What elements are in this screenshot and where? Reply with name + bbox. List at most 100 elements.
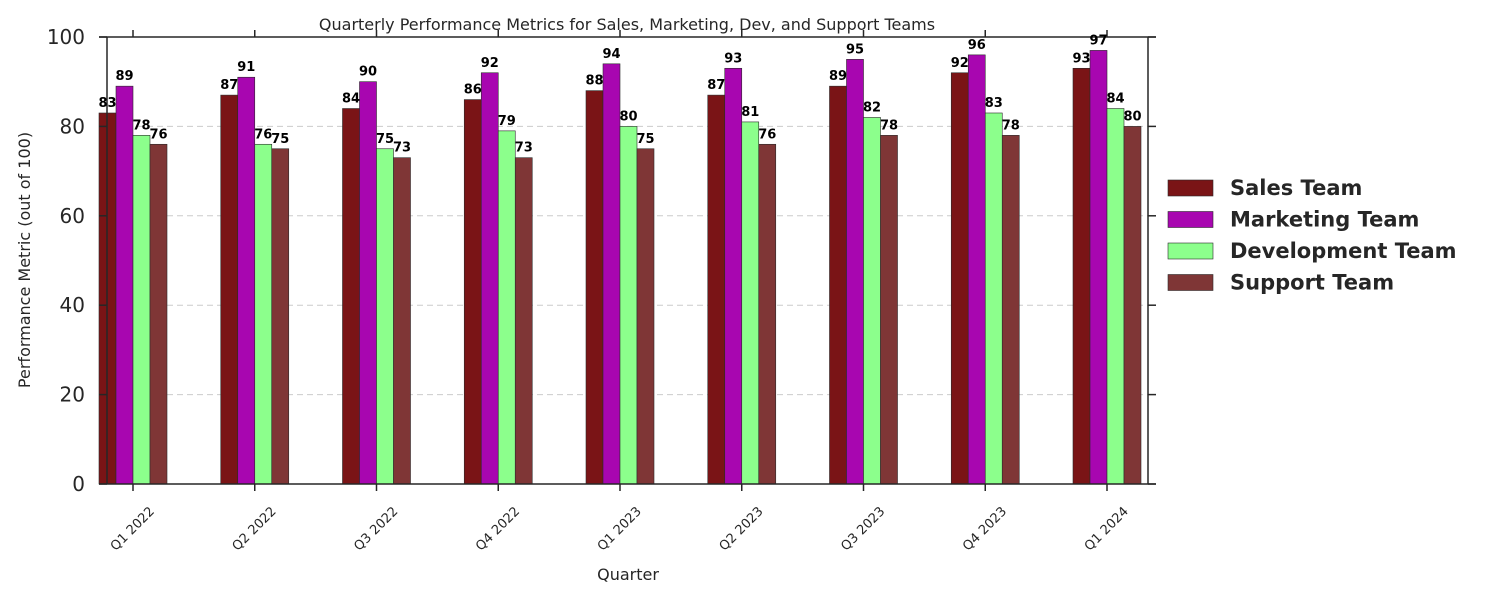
data-label: 84 bbox=[1106, 92, 1124, 107]
x-tick-label: Q4 2022 bbox=[473, 504, 523, 554]
y-tick-label: 60 bbox=[60, 204, 85, 228]
bar-marketing-team-8 bbox=[1089, 50, 1108, 485]
bar-development-team-0 bbox=[132, 135, 151, 485]
x-tick-label: Q2 2023 bbox=[717, 504, 767, 554]
data-label: 84 bbox=[342, 92, 360, 107]
bar-sales-team-8 bbox=[1072, 67, 1091, 485]
bar-support-team-5 bbox=[758, 143, 777, 485]
data-label: 78 bbox=[1002, 118, 1020, 133]
bar-support-team-3 bbox=[514, 157, 533, 485]
legend-label: Development Team bbox=[1230, 239, 1457, 263]
data-label: 78 bbox=[132, 118, 150, 133]
legend-label: Marketing Team bbox=[1230, 208, 1419, 232]
legend-swatch-sales-team bbox=[1167, 179, 1214, 197]
y-tick-label: 80 bbox=[60, 114, 85, 138]
legend-swatch-support-team bbox=[1167, 274, 1214, 291]
y-axis-label: Performance Metric (out of 100) bbox=[15, 132, 34, 388]
bar-marketing-team-4 bbox=[602, 63, 621, 485]
bar-development-team-2 bbox=[376, 148, 394, 485]
data-label: 83 bbox=[98, 96, 116, 111]
data-label: 95 bbox=[846, 42, 864, 57]
bar-development-team-5 bbox=[741, 121, 760, 485]
y-tick-label: 40 bbox=[60, 293, 85, 317]
data-label: 89 bbox=[829, 69, 847, 84]
legend-swatch-marketing-team bbox=[1167, 211, 1214, 228]
chart-title: Quarterly Performance Metrics for Sales,… bbox=[319, 15, 935, 34]
bar-development-team-8 bbox=[1106, 108, 1125, 485]
data-label: 91 bbox=[237, 60, 255, 75]
legend-label: Sales Team bbox=[1230, 176, 1362, 200]
data-label: 80 bbox=[619, 109, 637, 124]
x-axis-label: Quarter bbox=[597, 565, 659, 584]
data-label: 86 bbox=[464, 83, 482, 98]
data-label: 75 bbox=[636, 132, 654, 147]
x-tick-label: Q1 2023 bbox=[595, 504, 645, 554]
data-label: 88 bbox=[585, 74, 603, 89]
bar-sales-team-4 bbox=[585, 90, 604, 485]
data-label: 90 bbox=[359, 65, 377, 80]
x-tick-label: Q3 2022 bbox=[351, 504, 401, 554]
y-tick-label: 100 bbox=[47, 25, 85, 49]
data-label: 92 bbox=[481, 56, 499, 71]
data-label: 87 bbox=[220, 78, 238, 93]
data-label: 75 bbox=[376, 132, 394, 147]
x-tick-label: Q1 2024 bbox=[1082, 504, 1132, 554]
data-label: 87 bbox=[707, 78, 725, 93]
x-tick-label: Q4 2023 bbox=[960, 504, 1010, 554]
bar-sales-team-7 bbox=[950, 72, 969, 485]
data-label: 96 bbox=[968, 38, 986, 53]
data-label: 76 bbox=[254, 127, 272, 142]
y-tick-label: 0 bbox=[72, 472, 85, 496]
bar-sales-team-2 bbox=[342, 108, 360, 485]
legend: Sales Team Marketing Team Development Team… bbox=[1167, 176, 1457, 295]
bars-layer bbox=[98, 50, 1142, 485]
bar-marketing-team-0 bbox=[115, 85, 134, 485]
data-label: 75 bbox=[271, 132, 289, 147]
data-label: 79 bbox=[498, 114, 516, 129]
data-label: 80 bbox=[1123, 109, 1141, 124]
data-label: 76 bbox=[758, 127, 776, 142]
bar-support-team-4 bbox=[636, 148, 655, 485]
data-label: 94 bbox=[602, 47, 620, 62]
bar-marketing-team-5 bbox=[724, 67, 743, 485]
bar-marketing-team-6 bbox=[846, 59, 864, 485]
bar-development-team-3 bbox=[497, 130, 516, 485]
bar-marketing-team-3 bbox=[480, 72, 499, 485]
x-tick-label: Q1 2022 bbox=[108, 504, 158, 554]
data-label: 73 bbox=[393, 141, 411, 156]
data-label: 76 bbox=[149, 127, 167, 142]
bar-support-team-0 bbox=[149, 143, 168, 485]
data-label: 78 bbox=[880, 118, 898, 133]
bar-marketing-team-1 bbox=[237, 76, 256, 485]
bar-sales-team-5 bbox=[707, 94, 726, 485]
bar-support-team-7 bbox=[1001, 135, 1020, 485]
bar-development-team-4 bbox=[619, 126, 638, 485]
data-label: 89 bbox=[115, 69, 133, 84]
bar-sales-team-1 bbox=[220, 94, 239, 485]
data-label: 82 bbox=[863, 100, 881, 115]
x-tick-label: Q2 2022 bbox=[230, 504, 280, 554]
axes-layer bbox=[99, 30, 1156, 491]
bar-support-team-6 bbox=[880, 135, 898, 485]
bar-support-team-1 bbox=[271, 148, 290, 485]
data-label: 83 bbox=[985, 96, 1003, 111]
bar-development-team-7 bbox=[984, 112, 1003, 485]
data-label: 93 bbox=[1072, 51, 1090, 66]
bar-sales-team-6 bbox=[829, 85, 847, 485]
data-label: 81 bbox=[741, 105, 759, 120]
y-tick-label: 20 bbox=[60, 383, 85, 407]
data-label: 97 bbox=[1089, 33, 1107, 48]
bar-marketing-team-7 bbox=[967, 54, 986, 485]
bar-development-team-6 bbox=[863, 117, 881, 485]
legend-label: Support Team bbox=[1230, 271, 1394, 295]
data-label: 92 bbox=[951, 56, 969, 71]
x-tick-label: Q3 2023 bbox=[838, 504, 888, 554]
bar-support-team-8 bbox=[1123, 126, 1142, 485]
bar-sales-team-3 bbox=[463, 99, 482, 485]
bar-development-team-1 bbox=[254, 143, 273, 485]
bar-marketing-team-2 bbox=[359, 81, 377, 485]
data-label: 73 bbox=[515, 141, 533, 156]
bar-support-team-2 bbox=[393, 157, 411, 485]
data-label: 93 bbox=[724, 51, 742, 66]
